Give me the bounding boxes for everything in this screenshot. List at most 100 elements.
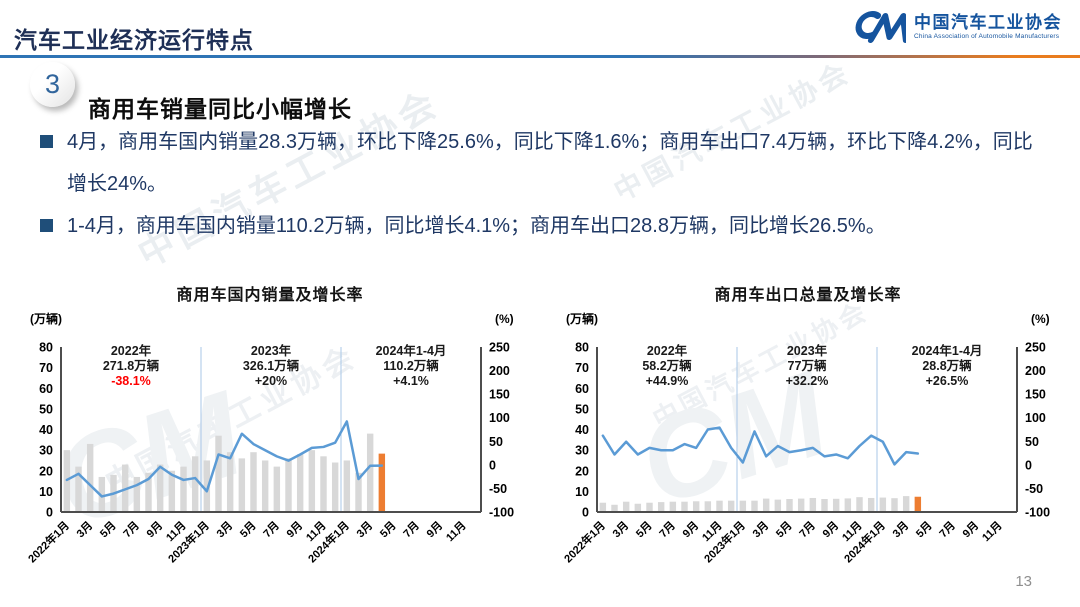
svg-text:100: 100 [1025, 411, 1046, 425]
left-axis-ticks: 80 70 60 50 40 30 20 10 0 [39, 341, 53, 520]
svg-text:9月: 9月 [960, 519, 981, 540]
svg-text:40: 40 [575, 423, 589, 437]
svg-text:50: 50 [39, 402, 53, 416]
svg-text:10: 10 [575, 485, 589, 499]
svg-text:0: 0 [1025, 458, 1032, 472]
caam-logo-text: 中国汽车工业协会 China Association of Automobile… [914, 13, 1062, 40]
right-axis-ticks: 250 200 150 100 50 0 -50 -100 [1025, 341, 1050, 520]
axes [60, 347, 482, 513]
svg-text:5月: 5月 [97, 519, 118, 540]
svg-text:+4.1%: +4.1% [393, 374, 429, 388]
header-divider [0, 55, 1080, 58]
caam-logo-icon [855, 11, 906, 43]
svg-text:(万辆): (万辆) [30, 311, 62, 326]
growth-rate-line [65, 420, 384, 498]
bars-group [63, 433, 386, 513]
domestic-sales-chart: 商用车国内销量及增长率 (万辆) (%) 80 70 60 50 40 30 20 10 0 250 2… [16, 281, 524, 605]
svg-text:40: 40 [39, 423, 53, 437]
svg-text:9月: 9月 [424, 519, 445, 540]
svg-text:7月: 7月 [121, 519, 142, 540]
svg-text:50: 50 [1025, 435, 1039, 449]
svg-text:0: 0 [46, 506, 53, 520]
svg-text:7月: 7月 [401, 519, 422, 540]
svg-text:3月: 3月 [610, 519, 631, 540]
svg-text:0: 0 [582, 506, 589, 520]
svg-text:-100: -100 [489, 506, 514, 520]
chart-title: 商用车出口总量及增长率 [714, 287, 902, 304]
svg-text:7月: 7月 [657, 519, 678, 540]
chart-title: 商用车国内销量及增长率 [176, 287, 364, 304]
bullet-square-icon [40, 135, 53, 148]
svg-text:(%): (%) [1031, 312, 1050, 326]
svg-text:77万辆: 77万辆 [788, 358, 827, 373]
bullet-list: 4月，商用车国内销量28.3万辆，环比下降25.6%，同比下降1.6%；商用车出… [40, 121, 1040, 247]
svg-text:3月: 3月 [74, 519, 95, 540]
bars-group [599, 496, 922, 513]
svg-text:150: 150 [489, 388, 510, 402]
svg-text:0: 0 [489, 458, 496, 472]
svg-text:5月: 5月 [633, 519, 654, 540]
axis-unit-labels: (万辆) (%) [30, 311, 514, 326]
svg-text:2022年1月: 2022年1月 [25, 518, 72, 565]
svg-text:80: 80 [39, 341, 53, 355]
section-number-badge: 3 [30, 62, 75, 107]
export-volume-chart: 商用车出口总量及增长率 (万辆) (%) 80 70 60 50 40 30 20 10 0 250 2… [552, 281, 1064, 605]
chart-canvas: (万辆) (%)80706050403020100250200150100500-… [561, 311, 1050, 565]
svg-text:3月: 3月 [890, 519, 911, 540]
svg-text:-100: -100 [1025, 506, 1050, 520]
svg-text:5月: 5月 [237, 519, 258, 540]
svg-text:-50: -50 [1025, 482, 1043, 496]
svg-text:271.8万辆: 271.8万辆 [103, 358, 160, 373]
svg-text:250: 250 [489, 341, 510, 355]
svg-text:110.2万辆: 110.2万辆 [383, 358, 439, 373]
left-axis-ticks: 80 70 60 50 40 30 20 10 0 [575, 341, 589, 520]
svg-text:9月: 9月 [284, 519, 305, 540]
svg-text:11月: 11月 [979, 519, 1004, 544]
year-separators [736, 347, 878, 512]
svg-text:9月: 9月 [820, 519, 841, 540]
chart-canvas: (万辆) (%)80706050403020100250200150100500-… [25, 311, 514, 565]
section-heading: 商用车销量同比小幅增长 [88, 96, 352, 123]
svg-text:200: 200 [1025, 364, 1046, 378]
svg-text:2024年1-4月: 2024年1-4月 [912, 343, 983, 358]
svg-text:+20%: +20% [255, 374, 287, 388]
svg-text:80: 80 [575, 341, 589, 355]
svg-text:30: 30 [39, 444, 53, 458]
svg-text:2024年1-4月: 2024年1-4月 [376, 343, 447, 358]
svg-text:5月: 5月 [913, 519, 934, 540]
svg-text:2022年: 2022年 [647, 343, 688, 358]
svg-text:200: 200 [489, 364, 510, 378]
svg-text:326.1万辆: 326.1万辆 [243, 358, 300, 373]
svg-text:20: 20 [39, 464, 53, 478]
bullet-item: 1-4月，商用车国内销量110.2万辆，同比增长4.1%；商用车出口28.8万辆… [40, 205, 1040, 247]
right-axis-ticks: 250 200 150 100 50 0 -50 -100 [489, 341, 514, 520]
svg-text:30: 30 [575, 444, 589, 458]
bullet-text: 1-4月，商用车国内销量110.2万辆，同比增长4.1%；商用车出口28.8万辆… [67, 215, 886, 237]
svg-text:20: 20 [575, 464, 589, 478]
svg-text:60: 60 [575, 382, 589, 396]
svg-text:2022年1月: 2022年1月 [561, 518, 608, 565]
svg-text:3月: 3月 [750, 519, 771, 540]
svg-text:5月: 5月 [773, 519, 794, 540]
svg-text:3月: 3月 [354, 519, 375, 540]
svg-text:+32.2%: +32.2% [786, 374, 829, 388]
svg-text:2023年: 2023年 [251, 343, 292, 358]
caam-name-cn: 中国汽车工业协会 [914, 12, 1062, 32]
svg-text:60: 60 [39, 382, 53, 396]
svg-text:150: 150 [1025, 388, 1046, 402]
svg-text:100: 100 [489, 411, 510, 425]
svg-text:7月: 7月 [937, 519, 958, 540]
svg-text:70: 70 [575, 361, 589, 375]
svg-text:-50: -50 [489, 482, 507, 496]
svg-text:50: 50 [489, 435, 503, 449]
svg-text:50: 50 [575, 402, 589, 416]
svg-text:-38.1%: -38.1% [111, 374, 151, 388]
svg-text:11月: 11月 [443, 519, 468, 544]
growth-rate-line [601, 426, 920, 466]
svg-text:+44.9%: +44.9% [646, 374, 689, 388]
svg-text:10: 10 [39, 485, 53, 499]
axis-unit-labels: (万辆) (%) [566, 311, 1050, 326]
